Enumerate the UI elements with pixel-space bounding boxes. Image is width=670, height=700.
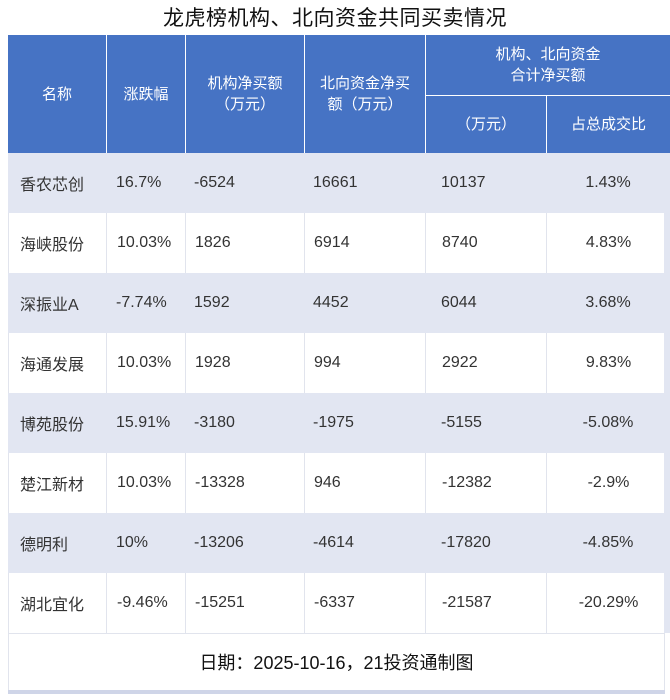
cell-combined-net: 10137 (441, 174, 486, 191)
table-footer: 日期：2025-10-16，21投资通制图 (8, 633, 665, 690)
cell-north-net: 16661 (313, 174, 358, 191)
col-header-change: 涨跌幅 (107, 35, 185, 153)
col-header-north-net-line1: 北向资金净买 (319, 75, 410, 92)
cell-combined-net: 8740 (425, 213, 546, 273)
cell-name: 香农芯创 (20, 177, 85, 194)
cell-combined-net: -12382 (425, 453, 546, 513)
table-row: 海通发展 10.03% 1928 994 2922 9.83% (8, 333, 670, 393)
cell-change: 16.7% (116, 174, 162, 191)
table-row: 德明利 10% -13206 -4614 -17820 -4.85% (8, 513, 670, 573)
cell-change: 15.91% (116, 414, 171, 431)
page-title: 龙虎榜机构、北向资金共同买卖情况 (163, 7, 507, 30)
cell-name: 楚江新材 (20, 477, 85, 494)
cell-name: 博苑股份 (20, 417, 85, 434)
cell-combined-net: -5155 (441, 414, 482, 431)
col-header-combined-unit-label: （万元） (455, 116, 516, 133)
table-row: 湖北宜化 -9.46% -15251 -6337 -21587 -20.29% (8, 573, 670, 633)
cell-name: 深振业A (20, 297, 79, 314)
col-header-combined-line2: 合计净买额 (510, 67, 586, 84)
table-header: 名称 涨跌幅 机构净买额 （万元） 北向资金净买 额（万元） 机构、北向资金 合… (8, 35, 670, 153)
cell-inst-net: 1592 (194, 294, 230, 311)
cell-combined-ratio: -5.08% (582, 414, 634, 431)
cell-change: 10.03% (106, 213, 185, 273)
cell-change: 10.03% (106, 453, 185, 513)
col-header-combined-ratio: 占总成交比 (547, 96, 670, 153)
col-header-inst-net-line1: 机构净买额 (207, 75, 283, 92)
cell-name: 德明利 (20, 537, 69, 554)
cell-inst-net: 1826 (185, 213, 304, 273)
cell-name: 海通发展 (20, 357, 85, 374)
table-row: 海峡股份 10.03% 1826 6914 8740 4.83% (8, 213, 670, 273)
cell-north-net: -4614 (313, 534, 354, 551)
data-table: 名称 涨跌幅 机构净买额 （万元） 北向资金净买 额（万元） 机构、北向资金 合… (8, 35, 670, 694)
col-header-combined-ratio-label: 占总成交比 (570, 116, 646, 133)
cell-north-net: 994 (304, 333, 425, 393)
footer-note: 日期：2025-10-16，21投资通制图 (199, 653, 474, 673)
cell-inst-net: -15251 (185, 573, 304, 633)
col-header-name-label: 名称 (41, 85, 72, 103)
cell-combined-ratio: -4.85% (582, 534, 634, 551)
cell-north-net: -1975 (313, 414, 354, 431)
table-row: 博苑股份 15.91% -3180 -1975 -5155 -5.08% (8, 393, 670, 453)
cell-combined-ratio: -20.29% (546, 573, 670, 633)
table-body: 香农芯创 16.7% -6524 16661 10137 1.43% 海峡股份 10.03% 1… (8, 153, 670, 633)
col-header-combined: 机构、北向资金 合计净买额 (426, 35, 670, 95)
col-header-north-net-line2: 额（万元） (327, 96, 403, 113)
cell-combined-ratio: 4.83% (546, 213, 670, 273)
cell-inst-net: -3180 (194, 414, 235, 431)
table-row: 楚江新材 10.03% -13328 946 -12382 -2.9% (8, 453, 670, 513)
cell-change: 10.03% (106, 333, 185, 393)
cell-combined-net: 6044 (441, 294, 477, 311)
cell-inst-net: -13206 (194, 534, 244, 551)
cell-inst-net: 1928 (185, 333, 304, 393)
table-row: 香农芯创 16.7% -6524 16661 10137 1.43% (8, 153, 670, 213)
cell-change: -7.74% (116, 294, 167, 311)
table-row: 深振业A -7.74% 1592 4452 6044 3.68% (8, 273, 670, 333)
col-header-north-net: 北向资金净买 额（万元） (305, 35, 425, 153)
col-header-inst-net-line2: （万元） (214, 96, 275, 113)
col-header-inst-net: 机构净买额 （万元） (186, 35, 304, 153)
cell-north-net: 946 (304, 453, 425, 513)
cell-inst-net: -13328 (185, 453, 304, 513)
cell-change: -9.46% (106, 573, 185, 633)
col-header-change-label: 涨跌幅 (123, 85, 169, 103)
cell-name: 湖北宜化 (20, 597, 85, 614)
cell-combined-ratio: -2.9% (546, 453, 670, 513)
cell-combined-net: -21587 (425, 573, 546, 633)
cell-name: 海峡股份 (20, 237, 85, 254)
cell-combined-ratio: 3.68% (585, 294, 631, 311)
bottom-accent-bar (8, 690, 665, 694)
cell-change: 10% (116, 534, 149, 551)
cell-combined-ratio: 1.43% (585, 174, 631, 191)
cell-north-net: 4452 (313, 294, 349, 311)
cell-combined-net: -17820 (441, 534, 491, 551)
col-header-combined-line1: 机构、北向资金 (495, 46, 601, 63)
col-header-combined-unit: （万元） (426, 96, 546, 153)
col-header-name: 名称 (8, 35, 106, 153)
cell-inst-net: -6524 (194, 174, 235, 191)
cell-north-net: -6337 (304, 573, 425, 633)
cell-combined-net: 2922 (425, 333, 546, 393)
cell-combined-ratio: 9.83% (546, 333, 670, 393)
cell-north-net: 6914 (304, 213, 425, 273)
